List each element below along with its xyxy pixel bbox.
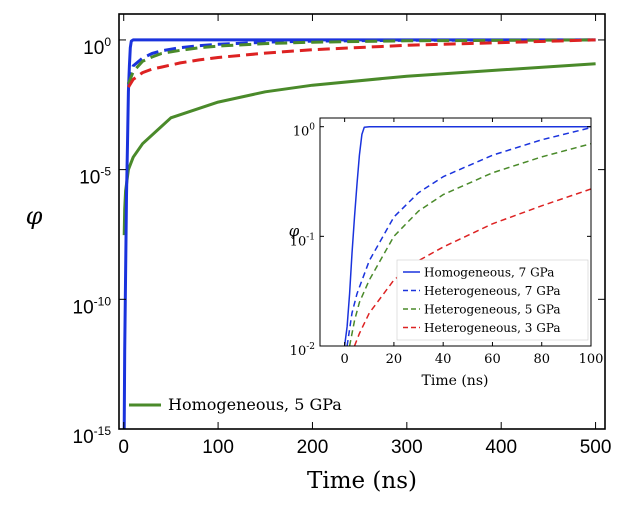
- main-series-line-2: [126, 38, 596, 85]
- inset-x-tick-label-2: 40: [435, 352, 452, 367]
- inset-legend-label-0: Homogeneous, 7 GPa: [424, 266, 554, 280]
- inset-legend-label-2: Heterogeneous, 5 GPa: [424, 303, 561, 317]
- inset-legend-label-3: Heterogeneous, 3 GPa: [424, 321, 561, 335]
- main-x-tick-label-4: 400: [485, 437, 517, 458]
- inset-legend-label-1: Heterogeneous, 7 GPa: [424, 284, 561, 298]
- inset-x-tick-label-3: 60: [484, 352, 501, 367]
- main-x-tick-label-5: 500: [580, 437, 612, 458]
- inset-y-ticks: 100 10-1 10-2: [290, 123, 591, 359]
- main-x-tick-label-1: 100: [202, 437, 234, 458]
- inset-series-line-3: [353, 188, 591, 346]
- main-legend-label: Homogeneous, 5 GPa: [168, 395, 342, 414]
- main-x-ticks: 0 100 200 300 400 500: [118, 14, 611, 458]
- main-series-line-4: [127, 38, 596, 88]
- inset-x-axis-label: Time (ns): [422, 373, 489, 389]
- main-y-axis-label: φ: [26, 202, 43, 230]
- inset-x-tick-label-5: 100: [579, 352, 604, 367]
- main-y-tick-label-2: 10-10: [73, 294, 112, 318]
- main-series-group: [122, 38, 596, 429]
- main-y-tick-label-1: 10-5: [79, 165, 111, 189]
- main-y-tick-label-3: 10-15: [73, 424, 112, 448]
- inset-y-tick-label-0: 100: [293, 123, 316, 140]
- main-plot-frame: [118, 13, 606, 430]
- inset-x-tick-label-1: 20: [386, 352, 403, 367]
- inset-y-tick-label-2: 10-2: [290, 342, 315, 359]
- main-x-axis-label: Time (ns): [307, 468, 417, 494]
- inset-y-tick-label-1: 10-1: [290, 232, 315, 249]
- inset-y-axis-label: φ: [289, 222, 300, 240]
- main-legend: Homogeneous, 5 GPa: [129, 395, 342, 414]
- inset-series-group: [343, 125, 591, 346]
- inset-x-tick-label-4: 80: [533, 352, 550, 367]
- main-x-tick-label-3: 300: [391, 437, 423, 458]
- inset-x-ticks: 0 20 40 60 80 100: [340, 118, 603, 367]
- main-y-tick-label-0: 100: [83, 35, 111, 59]
- main-x-tick-label-0: 0: [118, 437, 129, 458]
- inset-plot: 0 20 40 60 80 100 100 10-1 10-2 Time (ns) φ Hom…: [289, 117, 603, 389]
- inset-plot-frame: [319, 117, 592, 347]
- inset-series-line-2: [348, 142, 591, 346]
- inset-x-tick-label-0: 0: [340, 352, 348, 367]
- main-series-line-3: [127, 38, 596, 85]
- inset-series-line-1: [346, 126, 591, 346]
- inset-series-line-0: [343, 125, 591, 346]
- inset-legend: Homogeneous, 7 GPa Heterogeneous, 7 GPa He…: [396, 259, 589, 341]
- inset-legend-box: [396, 259, 589, 341]
- main-x-tick-label-2: 200: [297, 437, 329, 458]
